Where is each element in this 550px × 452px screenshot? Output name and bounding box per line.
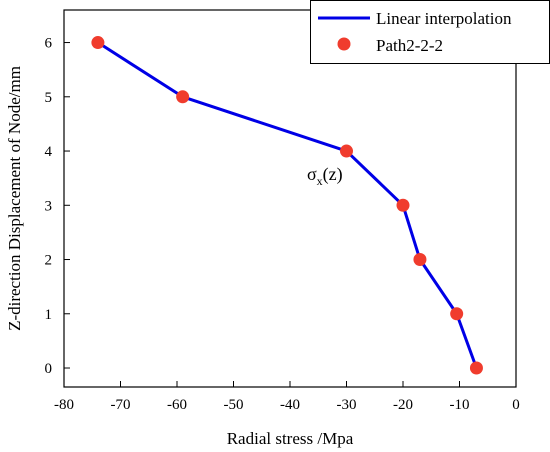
x-tick-label: -30 [337,397,357,413]
y-tick-label: 2 [45,253,53,269]
plot-area [91,36,483,375]
legend-marker-label: Path2-2-2 [376,36,443,55]
y-tick-label: 5 [45,90,53,106]
data-point-path2-2-2 [469,361,483,375]
x-tick-label: -70 [111,397,131,413]
x-tick-label: -40 [280,397,300,413]
y-tick-label: 1 [45,307,53,323]
x-tick-label: -20 [393,397,413,413]
y-tick-label: 0 [45,361,53,377]
y-axis: 0 1 2 3 4 5 6 [45,36,70,377]
sigma-subscript: x [317,174,323,188]
legend-line-label: Linear interpolation [376,9,512,28]
x-tick-label: 0 [512,397,520,413]
y-axis-title: Z-direction Displacement of Node/mm [5,66,24,331]
legend-box [310,0,550,64]
legend-marker-swatch [337,37,351,51]
data-point-path2-2-2 [396,198,410,212]
data-point-path2-2-2 [340,144,353,158]
x-axis: -80 -70 -60 -50 -40 -30 -20 -10 0 [54,381,520,413]
data-point-path2-2-2 [413,253,427,267]
x-axis-title: Radial stress /Mpa [227,429,354,448]
plot-frame [63,9,517,388]
data-point-path2-2-2 [176,90,190,104]
x-tick-label: -80 [54,397,74,413]
x-tick-label: -50 [224,397,244,413]
data-point-path2-2-2 [450,307,464,321]
x-tick-label: -10 [450,397,470,413]
y-tick-label: 3 [45,198,53,214]
data-point-path2-2-2 [91,36,105,50]
legend: Linear interpolation Path2-2-2 [310,0,550,64]
sigma-tail: (z) [323,164,343,185]
sigma-annotation: σx(z) [307,164,343,188]
y-tick-label: 6 [45,36,53,52]
x-tick-label: -60 [167,397,187,413]
series-line-linear-interpolation [97,41,478,369]
y-tick-label: 4 [45,144,53,160]
sigma-symbol: σ [307,164,317,184]
